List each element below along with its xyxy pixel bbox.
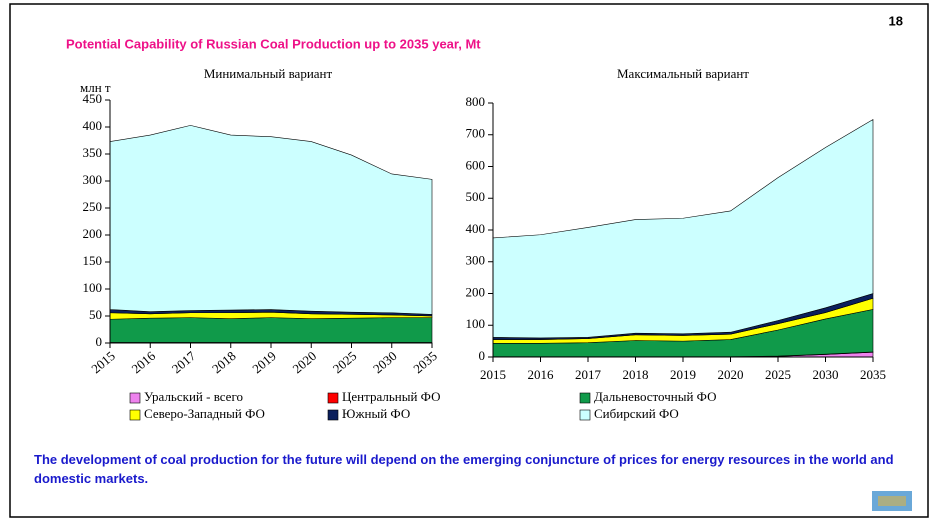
y-axis-label: млн т xyxy=(80,80,111,95)
logo-detail xyxy=(878,496,906,506)
y-tick-label: 0 xyxy=(96,334,103,349)
y-tick-label: 800 xyxy=(466,94,486,109)
legend-label: Южный ФО xyxy=(342,406,410,421)
footer-text: The development of coal production for t… xyxy=(34,452,894,486)
x-tick-label: 2015 xyxy=(480,367,506,382)
y-tick-label: 100 xyxy=(466,316,486,331)
x-tick-label: 2020 xyxy=(718,367,744,382)
x-tick-label: 2035 xyxy=(860,367,886,382)
x-tick-label: 2018 xyxy=(623,367,649,382)
y-tick-label: 250 xyxy=(83,199,103,214)
y-tick-label: 50 xyxy=(89,307,102,322)
legend-swatch xyxy=(579,392,591,404)
slide-number: 18 xyxy=(889,13,903,28)
area xyxy=(109,317,433,343)
y-tick-label: 300 xyxy=(83,172,103,187)
y-tick-label: 100 xyxy=(83,280,103,295)
chart-title: Минимальный вариант xyxy=(204,66,333,81)
legend-label: Центральный ФО xyxy=(342,389,440,404)
y-tick-label: 400 xyxy=(466,221,486,236)
legend-label: Сибирский ФО xyxy=(594,406,679,421)
legend-swatch xyxy=(129,409,141,421)
y-tick-label: 700 xyxy=(466,126,486,141)
y-tick-label: 200 xyxy=(83,226,103,241)
y-tick-label: 300 xyxy=(466,253,486,268)
legend-swatch xyxy=(129,392,141,404)
y-tick-label: 400 xyxy=(83,118,103,133)
y-tick-label: 0 xyxy=(479,348,486,363)
y-tick-label: 500 xyxy=(466,189,486,204)
legend-label: Уральский - всего xyxy=(144,389,243,404)
area xyxy=(492,118,874,339)
area xyxy=(109,125,433,315)
x-tick-label: 2030 xyxy=(813,367,839,382)
x-tick-label: 2017 xyxy=(575,367,602,382)
legend-swatch xyxy=(327,392,339,404)
chart-title: Максимальный вариант xyxy=(617,66,749,81)
legend-label: Дальневосточный ФО xyxy=(594,389,716,404)
y-tick-label: 150 xyxy=(83,253,103,268)
legend-swatch xyxy=(579,409,591,421)
y-tick-label: 600 xyxy=(466,157,486,172)
y-tick-label: 450 xyxy=(83,91,103,106)
legend-label: Северо-Западный ФО xyxy=(144,406,265,421)
y-tick-label: 350 xyxy=(83,145,103,160)
x-tick-label: 2016 xyxy=(528,367,555,382)
slide-title: Potential Capability of Russian Coal Pro… xyxy=(66,36,481,51)
x-tick-label: 2025 xyxy=(765,367,791,382)
legend-swatch xyxy=(327,409,339,421)
y-tick-label: 200 xyxy=(466,284,486,299)
x-tick-label: 2019 xyxy=(670,367,696,382)
